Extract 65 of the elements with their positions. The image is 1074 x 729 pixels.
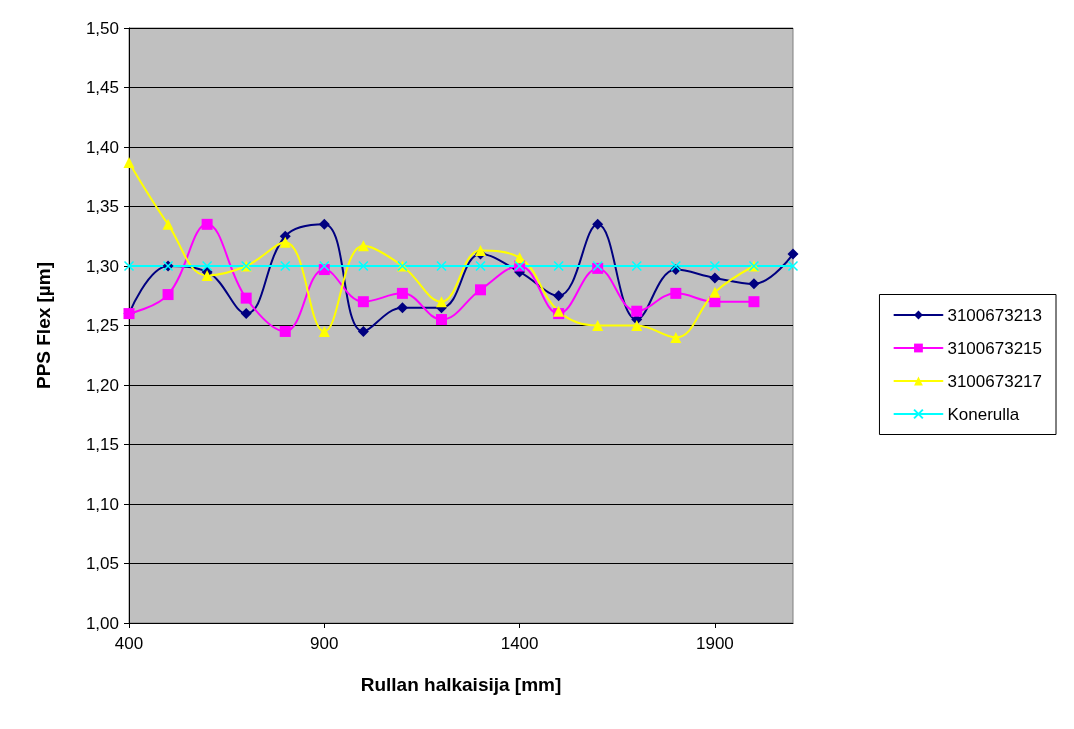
x-axis-title: Rullan halkaisija [mm] xyxy=(360,674,562,695)
x-tick-label: 1400 xyxy=(500,634,539,653)
point xyxy=(123,260,135,272)
y-tick-label: 1,20 xyxy=(85,375,119,395)
point xyxy=(670,331,682,343)
legend-label: Konerulla xyxy=(947,404,1020,424)
point xyxy=(670,287,682,299)
point xyxy=(279,260,291,272)
point xyxy=(631,305,643,317)
point xyxy=(435,296,447,308)
point xyxy=(748,296,760,308)
point xyxy=(475,284,487,296)
point xyxy=(162,289,174,301)
y-tick-label: 1,40 xyxy=(85,137,119,157)
point xyxy=(357,296,369,308)
point xyxy=(475,260,486,272)
legend-label: 3100673217 xyxy=(947,371,1042,391)
point xyxy=(396,287,408,299)
y-tick-label: 1,35 xyxy=(85,197,119,216)
point xyxy=(201,218,213,230)
point xyxy=(592,218,604,230)
point xyxy=(240,292,252,304)
point xyxy=(553,260,564,272)
y-axis-title: PPS Flex [µm] xyxy=(33,261,54,390)
point xyxy=(319,260,330,272)
y-tick-label: 1,45 xyxy=(85,78,119,97)
point xyxy=(709,286,721,298)
point xyxy=(435,314,447,326)
x-tick-label: 900 xyxy=(310,634,339,653)
x-tick-label: 1900 xyxy=(695,634,734,653)
point xyxy=(670,260,682,272)
legend-label: 3100673213 xyxy=(947,305,1042,325)
point xyxy=(709,272,721,284)
point xyxy=(279,325,291,337)
point xyxy=(318,218,330,230)
point xyxy=(201,270,213,282)
point xyxy=(123,156,135,168)
y-tick-label: 1,00 xyxy=(85,613,119,633)
y-tick-label: 1,25 xyxy=(85,316,119,335)
point xyxy=(787,248,799,260)
point xyxy=(357,325,369,337)
point xyxy=(162,218,174,230)
point xyxy=(748,278,760,290)
y-tick-label: 1,15 xyxy=(85,435,119,454)
point xyxy=(358,260,369,272)
point xyxy=(787,260,799,272)
point xyxy=(357,240,369,252)
point xyxy=(631,260,643,272)
point xyxy=(318,325,330,337)
point xyxy=(201,260,213,272)
y-tick-label: 1,30 xyxy=(85,256,119,276)
point xyxy=(514,252,526,264)
legend-label: 3100673215 xyxy=(947,338,1042,358)
point xyxy=(396,302,408,314)
point xyxy=(709,260,721,272)
point xyxy=(436,260,447,272)
x-tick-label: 400 xyxy=(114,634,144,653)
y-tick-label: 1,05 xyxy=(85,554,119,573)
point xyxy=(279,236,291,248)
point xyxy=(631,320,643,331)
y-tick-label: 1,10 xyxy=(85,494,119,514)
point xyxy=(592,320,604,331)
point xyxy=(240,308,252,320)
point xyxy=(553,290,565,302)
y-tick-label: 1,50 xyxy=(85,18,119,38)
